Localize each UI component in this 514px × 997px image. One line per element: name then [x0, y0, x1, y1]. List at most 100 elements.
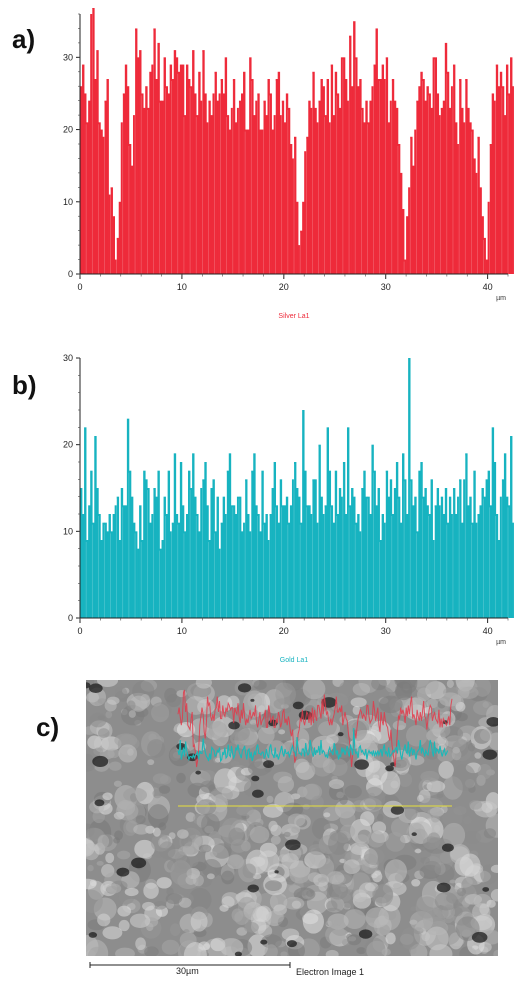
- silver-bar: [222, 93, 226, 274]
- gold-bar: [483, 496, 486, 618]
- sem-grain: [398, 772, 413, 787]
- gold-bar: [228, 453, 232, 618]
- sem-pore: [237, 683, 252, 693]
- silver-bar: [287, 107, 291, 274]
- sem-grain: [105, 852, 115, 864]
- silver-bar: [355, 57, 358, 275]
- gold-bar: [357, 514, 360, 618]
- sem-grain: [483, 828, 497, 839]
- gold-bar: [346, 427, 350, 618]
- gold-bar: [212, 479, 215, 618]
- sem-grain: [264, 944, 278, 960]
- gold-bar: [157, 470, 160, 618]
- sem-grain: [113, 780, 122, 787]
- silver-bar: [108, 194, 111, 274]
- sem-grain: [287, 794, 295, 802]
- sem-grain: [161, 939, 180, 955]
- sem-grain: [219, 904, 229, 912]
- gold-bar: [387, 496, 391, 618]
- silver-bar: [304, 151, 307, 274]
- silver-bar: [120, 122, 124, 274]
- sem-grain: [352, 682, 371, 696]
- silver-bar: [92, 8, 95, 275]
- gold-bar: [263, 522, 266, 618]
- sem-grain: [213, 768, 237, 794]
- sem-grain: [436, 793, 444, 799]
- silver-bar: [489, 144, 493, 274]
- gold-bar: [269, 514, 272, 618]
- gold-bar: [361, 488, 364, 618]
- sem-grain: [129, 913, 151, 928]
- silver-bar: [159, 100, 162, 275]
- sem-grain: [87, 864, 94, 872]
- silver-bar: [253, 115, 256, 274]
- sem-grain: [135, 937, 146, 951]
- gold-bar: [340, 496, 344, 618]
- silver-x-tick-label: 0: [77, 282, 82, 292]
- sem-grain: [407, 755, 425, 766]
- sem-grain: [206, 873, 215, 880]
- silver-bar: [452, 64, 456, 274]
- sem-grain: [159, 775, 172, 785]
- sem-info-strip: [86, 956, 498, 980]
- gold-y-tick-label: 20: [63, 440, 73, 450]
- silver-bar: [412, 165, 415, 274]
- silver-bar: [501, 86, 505, 274]
- gold-bar: [247, 514, 250, 618]
- silver-x-tick-label: 10: [177, 282, 187, 292]
- gold-bar: [171, 522, 175, 618]
- sem-grain: [452, 764, 476, 791]
- gold-bar: [96, 488, 99, 618]
- sem-pore: [116, 867, 130, 877]
- gold-bar: [426, 505, 429, 618]
- sem-grain: [118, 744, 138, 763]
- silver-bar: [208, 100, 211, 275]
- gold-bar: [169, 531, 173, 618]
- gold-bar: [153, 488, 156, 618]
- sem-grain: [385, 932, 396, 945]
- sem-grain: [174, 851, 188, 864]
- sem-grain: [280, 951, 288, 958]
- gold-bar: [326, 427, 329, 618]
- silver-bar: [328, 122, 332, 274]
- gold-bar: [501, 479, 505, 618]
- sem-grain: [449, 879, 456, 884]
- gold-bar: [328, 470, 332, 618]
- gold-bar: [261, 470, 264, 618]
- silver-bar: [216, 100, 219, 275]
- silver-bar: [112, 216, 115, 274]
- gold-bar: [159, 548, 162, 618]
- sem-grain: [261, 934, 282, 949]
- gold-bar: [102, 522, 105, 618]
- sem-grain: [365, 907, 390, 928]
- sem-grain: [106, 696, 120, 705]
- sem-pore: [263, 760, 275, 768]
- gold-bar: [110, 531, 113, 618]
- gold-bar: [316, 522, 319, 618]
- sem-grain: [363, 786, 386, 811]
- silver-bar: [446, 71, 450, 275]
- silver-bar: [406, 216, 409, 274]
- silver-bar: [143, 107, 146, 274]
- gold-bar: [383, 522, 387, 618]
- silver-bar: [269, 93, 272, 274]
- sem-electron-image: 30µm Electron Image 1: [77, 668, 510, 980]
- gold-bar: [373, 470, 376, 618]
- silver-bar: [130, 165, 134, 274]
- gold-bar: [253, 453, 256, 618]
- sem-grain: [102, 792, 113, 801]
- silver-bar: [224, 57, 228, 275]
- silver-bar: [271, 129, 274, 274]
- gold-bar: [279, 479, 283, 618]
- silver-bar: [306, 136, 309, 274]
- gold-bar: [448, 496, 452, 618]
- sem-grain: [317, 877, 327, 883]
- silver-bar: [88, 100, 91, 275]
- silver-bar: [377, 79, 380, 274]
- sem-grain: [283, 831, 291, 837]
- gold-bar: [399, 522, 403, 618]
- silver-bar: [132, 115, 136, 274]
- silver-bar: [485, 259, 488, 274]
- sem-pore: [482, 887, 490, 892]
- sem-grain: [80, 889, 103, 914]
